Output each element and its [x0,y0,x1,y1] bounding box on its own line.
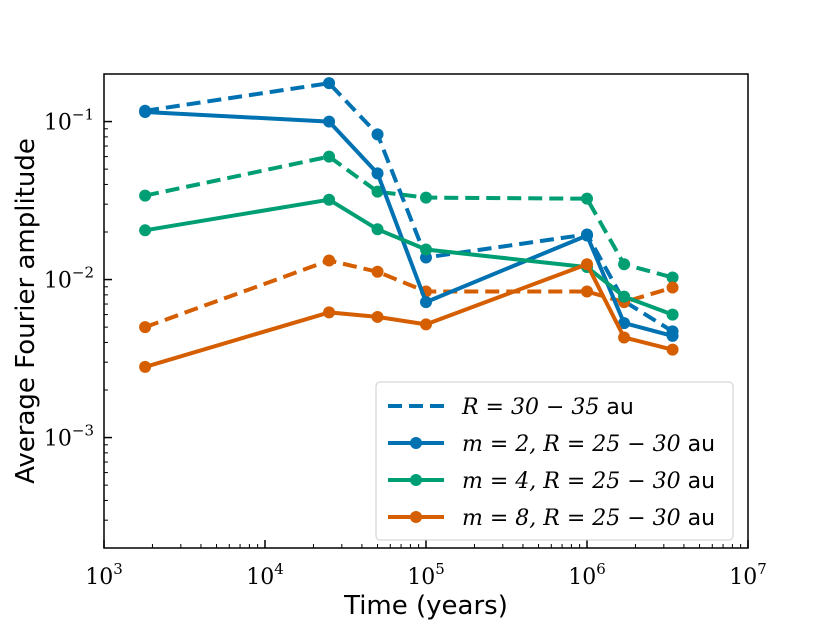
x-tick-label: 107 [729,560,767,590]
data-point [581,229,593,242]
data-point [323,150,336,163]
data-point [618,290,631,303]
x-tick-label: 104 [246,560,284,590]
series-solid-m8 [139,258,679,373]
data-point [139,105,152,118]
data-point [618,258,631,271]
data-point [371,185,384,198]
data-point [371,310,384,323]
data-point [371,223,384,236]
data-point [581,285,593,298]
legend-label: m = 2, R = 25 − 30 au [462,432,715,457]
data-point [420,243,432,256]
data-point [323,193,336,206]
legend-marker [410,437,422,449]
data-point [581,258,593,271]
data-point [581,192,593,205]
y-axis-label: Average Fourier amplitude [11,138,41,484]
data-point [139,360,152,373]
data-point [666,308,679,321]
x-tick-label: 106 [568,560,606,590]
legend-label: m = 8, R = 25 − 30 au [462,506,715,531]
x-tick-label: 105 [407,560,445,590]
legend: R = 30 − 35 au m = 2, R = 25 − 30 au m = 4… [375,381,734,541]
y-tick-label: 10−3 [44,422,94,452]
legend-marker [410,474,422,486]
data-point [323,254,336,267]
data-point [420,296,432,309]
data-point [371,128,384,141]
data-point [618,317,631,330]
legend-entry: m = 2, R = 25 − 30 au [388,432,715,457]
data-point [666,329,679,342]
legend-entry: m = 8, R = 25 − 30 au [388,506,715,531]
legend-entry: R = 30 − 35 au [388,395,634,420]
data-point [371,167,384,180]
data-point [666,343,679,356]
series-solid-m2 [139,105,679,342]
legend-marker [410,511,422,523]
plot-frame [103,73,749,549]
data-point [618,331,631,344]
tick-labels: 103 104 105 106 107 10−3 10−2 10−1 [44,106,767,590]
data-point [371,265,384,278]
legend-box [375,381,734,541]
data-point [420,318,432,331]
data-point [420,191,432,204]
data-point [666,271,679,284]
legend-label: R = 30 − 35 au [461,395,634,420]
data-point [323,115,336,128]
y-tick-label: 10−2 [44,264,94,294]
series-dashed-m4 [139,150,679,284]
data-point [666,281,679,294]
data-point [323,306,336,319]
series-layer [139,77,679,373]
data-point [139,189,152,202]
data-point [139,321,152,334]
x-axis-label: Time (years) [343,591,508,621]
y-tick-label: 10−1 [44,106,94,136]
data-point [323,77,336,90]
series-solid-m4 [139,193,679,321]
legend-entry: m = 4, R = 25 − 30 au [388,469,715,494]
data-point [139,224,152,237]
legend-label: m = 4, R = 25 − 30 au [462,469,715,494]
series-dashed-m8 [139,254,679,334]
x-tick-label: 103 [85,560,123,590]
